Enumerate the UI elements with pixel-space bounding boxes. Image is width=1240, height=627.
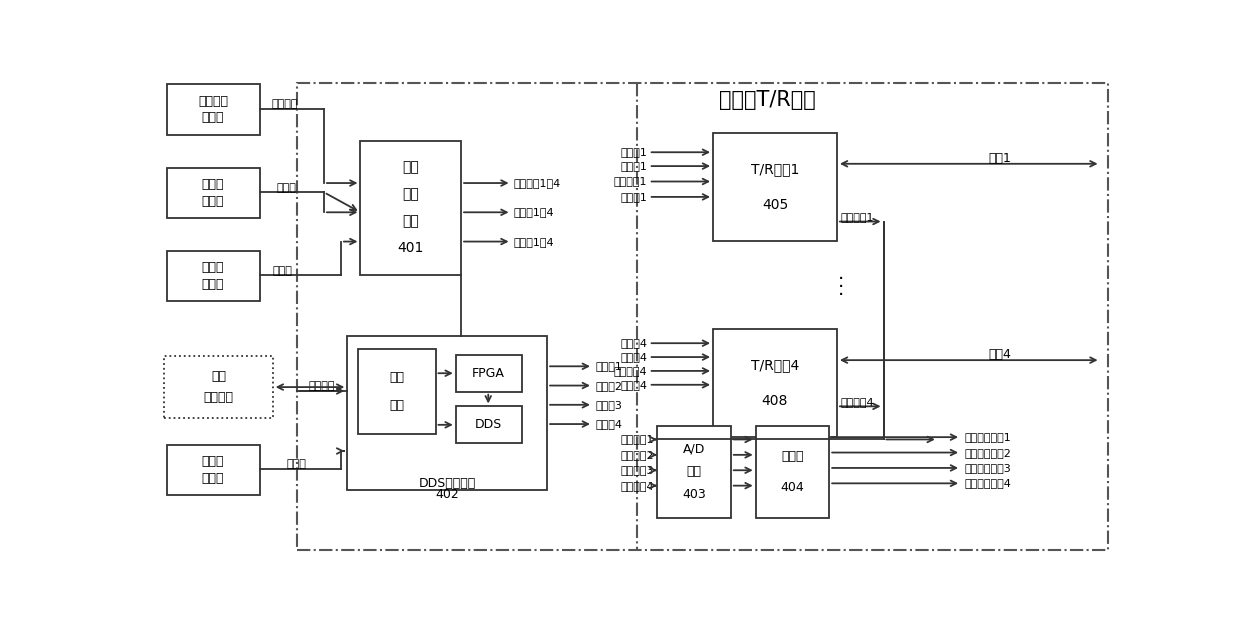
Text: 监控分机: 监控分机 [203, 391, 233, 404]
Text: FPGA: FPGA [472, 367, 505, 380]
Bar [166, 167, 259, 218]
Bar [755, 426, 830, 518]
Text: 401: 401 [398, 241, 424, 255]
Bar [166, 445, 259, 495]
Text: 408: 408 [761, 394, 789, 408]
Text: DDS: DDS [475, 418, 502, 431]
Text: 404: 404 [780, 481, 805, 493]
Text: 402: 402 [435, 488, 459, 500]
Text: 三本振4: 三本振4 [620, 380, 647, 390]
Text: 三本振4: 三本振4 [595, 419, 622, 429]
Bar [296, 83, 1109, 551]
Text: .: . [838, 280, 844, 299]
Text: 天线4: 天线4 [988, 348, 1011, 361]
Text: 综合: 综合 [389, 399, 404, 413]
Text: 回波光纤输出3: 回波光纤输出3 [965, 463, 1011, 473]
Bar [358, 349, 435, 434]
Text: 三本振1: 三本振1 [595, 361, 622, 371]
Text: .: . [838, 272, 844, 291]
Text: DDS处理模块: DDS处理模块 [419, 477, 476, 490]
Text: 时钟基准: 时钟基准 [309, 381, 335, 391]
Text: 八功分: 八功分 [202, 112, 224, 124]
Text: 中频波形4: 中频波形4 [614, 366, 647, 376]
Text: 八功分: 八功分 [202, 278, 224, 291]
Text: 功分: 功分 [402, 161, 419, 175]
Text: 中频回波3: 中频回波3 [620, 465, 655, 475]
Bar [164, 356, 273, 418]
Text: 二本振: 二本振 [273, 266, 293, 276]
Text: 光转换: 光转换 [781, 450, 804, 463]
Text: 一本振: 一本振 [202, 178, 224, 191]
Text: 四通道T/R组件: 四通道T/R组件 [719, 90, 816, 110]
Bar [166, 251, 259, 301]
Text: 中频波形: 中频波形 [272, 100, 299, 110]
Text: 一本振: 一本振 [277, 182, 296, 192]
Text: T/R通道4: T/R通道4 [751, 358, 799, 372]
Text: 波控码: 波控码 [286, 459, 306, 469]
Text: 处理: 处理 [402, 187, 419, 202]
Text: 天线1: 天线1 [988, 152, 1011, 165]
Bar [713, 329, 837, 437]
Text: 中频回波1: 中频回波1 [841, 212, 874, 222]
Bar [713, 133, 837, 241]
Bar [347, 335, 547, 490]
Text: 三本振1: 三本振1 [620, 192, 647, 202]
Text: 回波光纤输出1: 回波光纤输出1 [965, 432, 1011, 442]
Text: 波控码: 波控码 [202, 455, 224, 468]
Text: 二本振1～4: 二本振1～4 [513, 236, 554, 246]
Text: 403: 403 [682, 488, 706, 502]
Text: 三本振2: 三本振2 [595, 381, 622, 391]
Text: 中频回波2: 中频回波2 [620, 450, 655, 460]
Text: 三本振1: 三本振1 [620, 161, 647, 171]
Text: 时钟: 时钟 [389, 371, 404, 384]
Text: 八功分: 八功分 [202, 194, 224, 208]
Text: 中频波形: 中频波形 [198, 95, 228, 108]
Text: 三本振3: 三本振3 [595, 400, 622, 410]
Text: 中频波形1: 中频波形1 [614, 176, 647, 186]
Text: 中频回波1: 中频回波1 [620, 435, 655, 445]
Text: 中频回波4: 中频回波4 [620, 481, 655, 491]
Text: 三本振4: 三本振4 [620, 352, 647, 362]
Bar [361, 140, 461, 275]
Text: .: . [838, 265, 844, 283]
Text: 雷达: 雷达 [211, 371, 226, 383]
Text: 一分八: 一分八 [202, 472, 224, 485]
Text: 中频回波4: 中频回波4 [841, 397, 874, 407]
Text: 一本振1: 一本振1 [620, 147, 647, 157]
Text: 模块: 模块 [687, 465, 702, 478]
Bar [456, 355, 522, 392]
Text: A/D: A/D [683, 442, 706, 455]
Bar [657, 426, 730, 518]
Text: 中频波形1～4: 中频波形1～4 [513, 178, 560, 188]
Text: 模块: 模块 [402, 214, 419, 228]
Text: 一本振1～4: 一本振1～4 [513, 208, 554, 218]
Text: 二本振: 二本振 [202, 261, 224, 274]
Bar [456, 406, 522, 443]
Bar [166, 85, 259, 135]
Text: 一本振4: 一本振4 [620, 338, 647, 348]
Text: 405: 405 [761, 198, 789, 212]
Text: T/R通道1: T/R通道1 [750, 162, 800, 176]
Text: 回波光纤输出4: 回波光纤输出4 [965, 478, 1011, 488]
Text: 回波光纤输出2: 回波光纤输出2 [965, 448, 1011, 458]
